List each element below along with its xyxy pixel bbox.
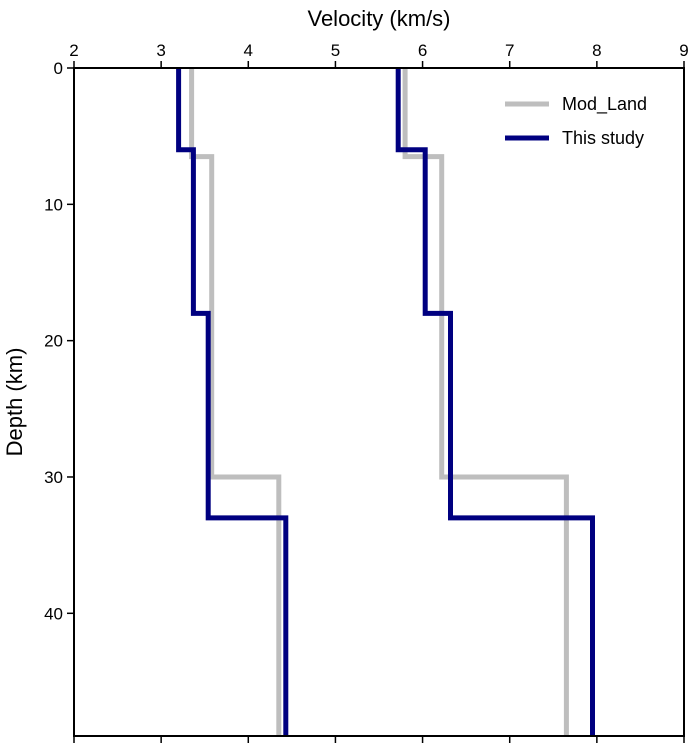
series-line-1-p bbox=[395, 68, 595, 736]
x-tick-label: 8 bbox=[592, 41, 601, 60]
y-tick-label: 20 bbox=[44, 332, 63, 351]
x-tick-label: 5 bbox=[331, 41, 340, 60]
y-tick-label: 30 bbox=[44, 468, 63, 487]
y-tick-label: 10 bbox=[44, 195, 63, 214]
series-layer bbox=[176, 68, 595, 736]
series-line-1-s bbox=[176, 68, 289, 736]
x-tick-label: 4 bbox=[244, 41, 253, 60]
x-axis-title: Velocity (km/s) bbox=[307, 6, 450, 31]
ticks-layer: 2 3 4 5 6 7 8 9 0 10 20 30 40 bbox=[44, 41, 689, 743]
series-line-0-s bbox=[189, 68, 282, 736]
y-axis-title: Depth (km) bbox=[2, 348, 27, 457]
x-tick-label: 6 bbox=[418, 41, 427, 60]
x-tick-label: 7 bbox=[505, 41, 514, 60]
series-line-0-p bbox=[402, 68, 569, 736]
legend-label: This study bbox=[562, 128, 644, 148]
x-tick-label: 9 bbox=[679, 41, 688, 60]
x-tick-label: 3 bbox=[156, 41, 165, 60]
legend: Mod_Land This study bbox=[505, 94, 647, 148]
y-tick-label: 0 bbox=[54, 59, 63, 78]
legend-label: Mod_Land bbox=[562, 94, 647, 115]
y-tick-label: 40 bbox=[44, 604, 63, 623]
x-tick-label: 2 bbox=[69, 41, 78, 60]
plot-frame bbox=[73, 67, 685, 737]
